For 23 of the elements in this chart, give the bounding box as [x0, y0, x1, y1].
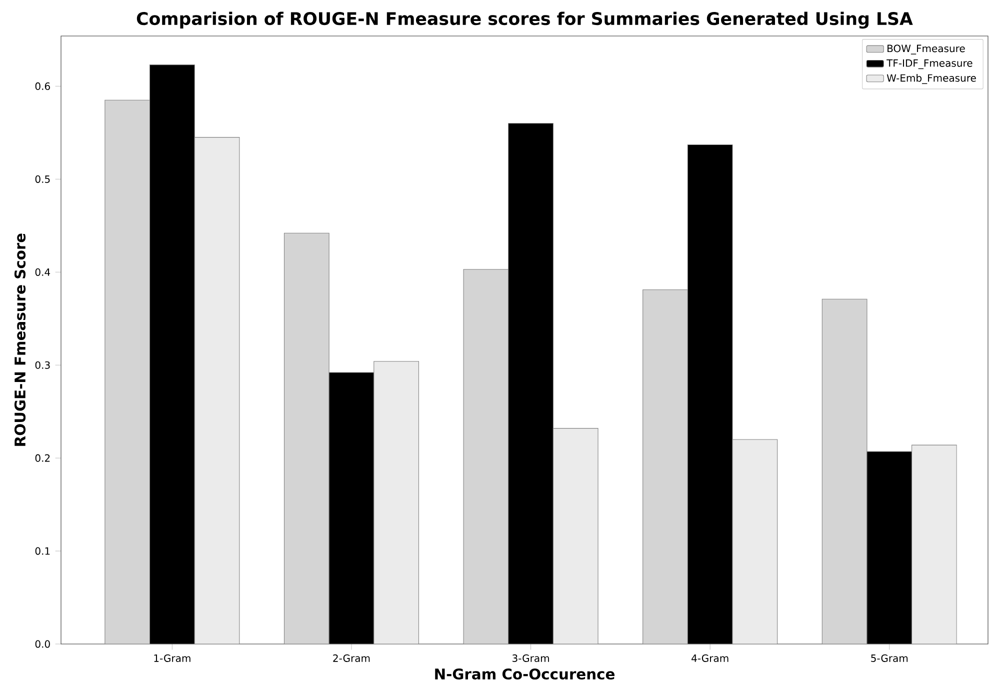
legend-label: BOW_Fmeasure — [888, 44, 965, 54]
y-tick-label: 0.2 — [35, 454, 50, 462]
x-tick-label: 4-Gram — [692, 654, 728, 662]
x-tick-label: 2-Gram — [333, 654, 370, 662]
x-axis-title: N-Gram Co-Occurence — [435, 668, 615, 680]
y-tick-label: 0.3 — [35, 361, 50, 369]
bar — [642, 290, 688, 644]
legend-label: W-Emb_Fmeasure — [886, 74, 976, 84]
bar — [104, 100, 150, 644]
x-tick-label: 5-Gram — [871, 654, 908, 662]
bar — [822, 298, 868, 644]
y-axis-title: ROUGE-N Fmeasure Score — [14, 234, 26, 446]
y-tick-label: 0.0 — [35, 640, 50, 648]
y-tick-label: 0.1 — [35, 547, 50, 555]
legend-label: TF-IDF_Fmeasure — [886, 59, 972, 70]
bar — [284, 232, 330, 644]
chart-title: Comparision of ROUGE-N Fmeasure scores for Summaries Generated Using LSA — [136, 12, 913, 29]
y-tick-label: 0.4 — [35, 268, 50, 276]
y-tick-label: 0.6 — [35, 82, 50, 90]
x-tick-label: 3-Gram — [512, 654, 549, 662]
x-tick-label: 1-Gram — [154, 654, 190, 662]
y-tick-label: 0.5 — [35, 175, 50, 183]
bar — [463, 269, 509, 644]
